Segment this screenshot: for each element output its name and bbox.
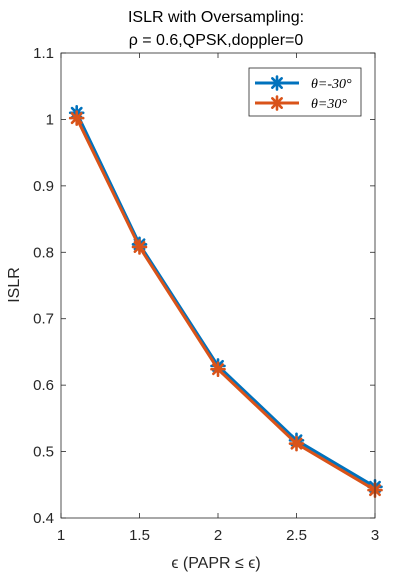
data-point-marker bbox=[131, 239, 148, 255]
data-point-marker bbox=[68, 110, 85, 126]
x-tick-label: 1 bbox=[57, 527, 65, 544]
x-tick-label: 2 bbox=[214, 527, 222, 544]
series-layer bbox=[68, 104, 383, 498]
legend-label: θ=-30° bbox=[311, 77, 352, 92]
y-axis-label: ISLR bbox=[6, 267, 23, 303]
legend-label: θ=30° bbox=[311, 97, 347, 112]
data-point-marker bbox=[288, 435, 305, 452]
y-tick-label: 0.8 bbox=[33, 244, 54, 261]
x-tick-label: 1.5 bbox=[129, 527, 150, 544]
legend: θ=-30° θ=30° bbox=[248, 67, 362, 117]
ticks-layer: 1 1.5 2 2.5 3 0.4 0.5 0.6 0.7 0.8 0.9 1 1.1 bbox=[33, 45, 379, 544]
legend-entry: θ=30° bbox=[255, 95, 347, 112]
x-tick-label: 2.5 bbox=[286, 527, 307, 544]
y-tick-label: 0.4 bbox=[33, 510, 54, 527]
data-point-marker bbox=[269, 75, 285, 91]
y-tick-label: 0.6 bbox=[33, 377, 54, 394]
series-2 bbox=[68, 110, 383, 498]
chart-title: ISLR with Oversampling: bbox=[128, 9, 304, 26]
y-tick-label: 1 bbox=[46, 111, 54, 128]
legend-box bbox=[248, 67, 362, 117]
data-point-marker bbox=[210, 361, 226, 378]
plot-area bbox=[61, 53, 375, 518]
legend-entry: θ=-30° bbox=[255, 75, 352, 92]
x-tick-label: 3 bbox=[371, 527, 379, 544]
y-tick-label: 0.9 bbox=[33, 178, 54, 195]
x-axis-label: ϵ (PAPR ≤ ϵ) bbox=[171, 555, 260, 572]
data-point-marker bbox=[269, 95, 285, 111]
y-tick-label: 0.5 bbox=[33, 444, 54, 461]
y-tick-label: 1.1 bbox=[33, 45, 54, 62]
y-tick-label: 0.7 bbox=[33, 311, 54, 328]
chart-subtitle: ρ = 0.6,QPSK,doppler=0 bbox=[129, 32, 304, 49]
